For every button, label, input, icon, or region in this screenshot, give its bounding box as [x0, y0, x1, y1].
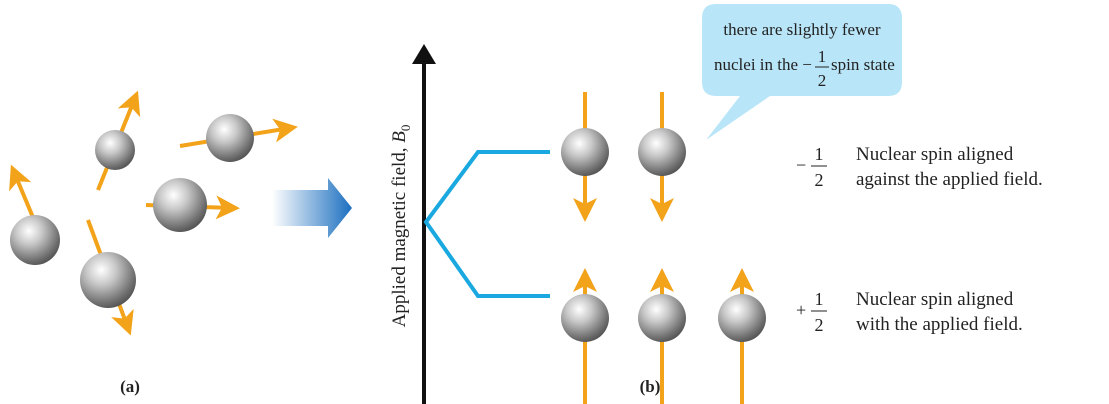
axis-subscript: 0 — [398, 125, 413, 132]
state-sign: − — [796, 155, 806, 175]
state-text: with the applied field. — [856, 314, 1023, 335]
nucleus — [638, 294, 686, 342]
callout-text: spin state — [831, 55, 895, 74]
callout-numerator: 1 — [818, 47, 827, 66]
nucleus — [153, 178, 207, 232]
nucleus — [95, 130, 135, 170]
nucleus — [10, 215, 60, 265]
nucleus — [206, 114, 254, 162]
axis-label: Applied magnetic field, B0 — [389, 125, 413, 328]
state-lower: + 1 2 Nuclear spin aligned with the appl… — [796, 289, 1023, 335]
axis-label-text: Applied magnetic field, — [389, 143, 410, 328]
state-upper: − 1 2 Nuclear spin aligned against the a… — [796, 144, 1043, 190]
callout-bubble — [702, 4, 902, 140]
panel-label: (a) — [120, 377, 140, 396]
state-denominator: 2 — [815, 315, 824, 335]
state-sign: + — [796, 300, 806, 320]
callout-text: nuclei in the — [714, 55, 802, 74]
nucleus — [561, 294, 609, 342]
state-denominator: 2 — [815, 170, 824, 190]
transition-arrow — [272, 178, 352, 238]
state-text: Nuclear spin aligned — [856, 144, 1014, 165]
nucleus — [561, 128, 609, 176]
axis-symbol: B — [389, 131, 410, 143]
callout-sign: − — [802, 55, 812, 74]
state-numerator: 1 — [815, 144, 824, 164]
random-nuclei — [10, 114, 254, 308]
nucleus — [638, 128, 686, 176]
nucleus — [718, 294, 766, 342]
state-text: Nuclear spin aligned — [856, 289, 1014, 310]
callout-line: nuclei in the − — [714, 55, 812, 74]
panel-label: (b) — [640, 377, 661, 396]
state-numerator: 1 — [815, 289, 824, 309]
energy-levels — [423, 150, 550, 298]
callout-denominator: 2 — [818, 71, 827, 90]
state-text: against the applied field. — [856, 169, 1043, 190]
callout-line: there are slightly fewer — [723, 20, 881, 39]
nucleus — [80, 252, 136, 308]
upper-spins — [573, 92, 674, 222]
